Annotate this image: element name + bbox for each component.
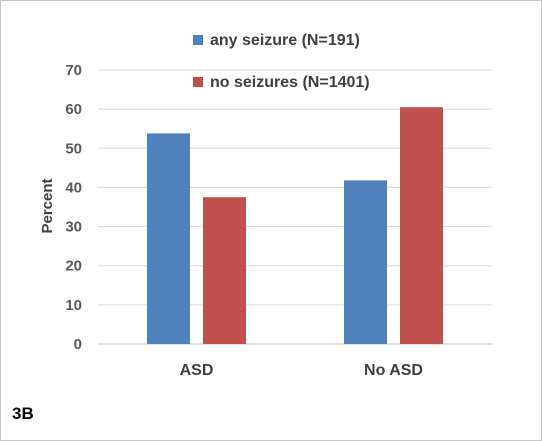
- y-tick-label: 70: [65, 62, 82, 79]
- y-tick-label: 60: [65, 101, 82, 118]
- bar-any-seizure-asd: [147, 133, 190, 344]
- y-axis-label: Percent: [39, 178, 56, 233]
- y-tick-label: 30: [65, 219, 82, 236]
- y-tick-label: 10: [65, 297, 82, 314]
- category-label: No ASD: [364, 362, 423, 379]
- legend: any seizure (N=191) no seizures (N=1401): [193, 32, 370, 91]
- legend-swatch: [193, 77, 203, 87]
- y-tick-label: 0: [74, 336, 82, 353]
- legend-swatch: [193, 35, 203, 45]
- y-tick-label: 40: [65, 179, 82, 196]
- y-tick-label: 20: [65, 258, 82, 275]
- y-tick-label: 50: [65, 140, 82, 157]
- bars: [147, 107, 443, 344]
- panel-label: 3B: [12, 404, 34, 423]
- legend-label: any seizure (N=191): [210, 32, 360, 49]
- category-labels: ASD No ASD: [180, 362, 423, 379]
- category-label: ASD: [180, 362, 214, 379]
- bar-no-seizures-no-asd: [400, 107, 443, 344]
- bar-no-seizures-asd: [203, 197, 246, 344]
- bar-any-seizure-no-asd: [344, 180, 387, 344]
- legend-label: no seizures (N=1401): [210, 74, 370, 91]
- y-tick-labels: 0 10 20 30 40 50 60 70: [65, 62, 82, 353]
